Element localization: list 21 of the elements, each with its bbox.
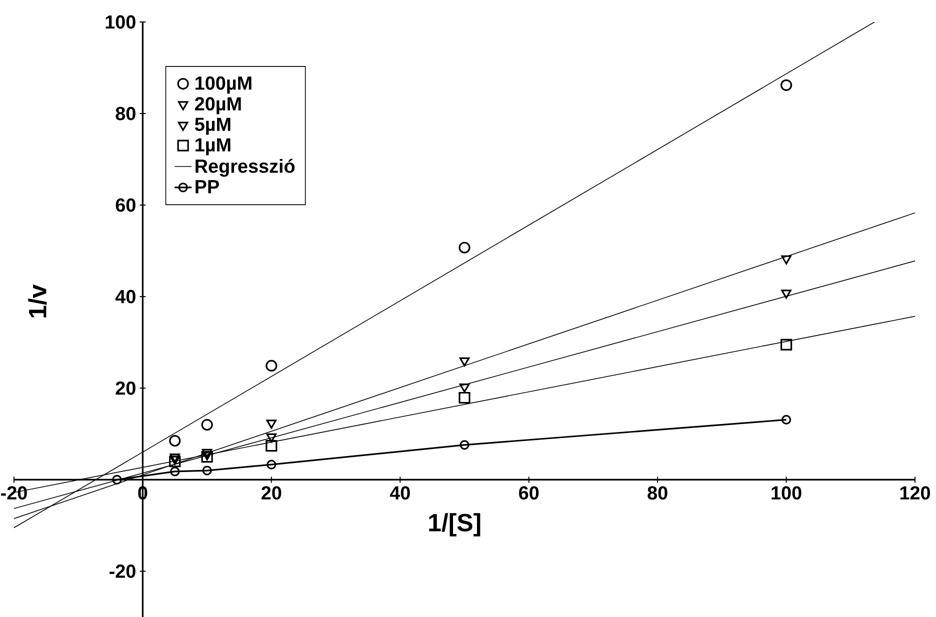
x-tick-label: 100 — [772, 486, 802, 500]
legend-label: 5µM — [194, 118, 230, 135]
legend-label: Regresszió — [196, 158, 295, 177]
legend-label: 100µM — [196, 76, 252, 94]
y-tick-label: 100 — [106, 15, 136, 29]
y-axis-title: 1/v — [28, 284, 47, 318]
legend-label: PP — [196, 180, 219, 194]
x-tick-label: 40 — [390, 486, 410, 500]
x-tick-label: 120 — [900, 486, 930, 500]
y-tick-label: -20 — [110, 564, 136, 578]
y-tick-label: 40 — [115, 290, 136, 304]
legend-label: 1µM — [196, 138, 230, 156]
x-tick-label: 60 — [519, 486, 539, 500]
legend-label: 20µM — [195, 97, 241, 114]
y-tick-label: 60 — [116, 198, 136, 212]
y-tick-label: 20 — [116, 381, 136, 395]
y-tick-label: 80 — [116, 106, 136, 120]
x-tick-label: 20 — [262, 486, 282, 500]
x-tick-label: -20 — [1, 486, 27, 500]
x-tick-label: 80 — [648, 486, 668, 500]
x-axis-title: 1/[S] — [429, 513, 480, 536]
